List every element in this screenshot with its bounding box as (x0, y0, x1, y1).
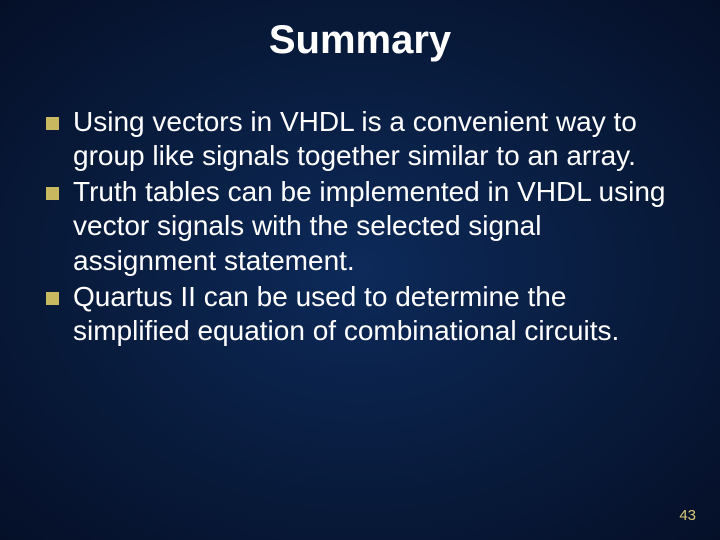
square-bullet-icon (46, 292, 59, 305)
page-number: 43 (679, 507, 696, 524)
bullet-text: Quartus II can be used to determine the … (73, 280, 674, 348)
square-bullet-icon (46, 187, 59, 200)
list-item: Using vectors in VHDL is a convenient wa… (46, 105, 674, 173)
bullet-text: Truth tables can be implemented in VHDL … (73, 175, 674, 277)
list-item: Truth tables can be implemented in VHDL … (46, 175, 674, 277)
list-item: Quartus II can be used to determine the … (46, 280, 674, 348)
slide-content: Using vectors in VHDL is a convenient wa… (40, 105, 680, 348)
slide-title: Summary (40, 18, 680, 63)
bullet-text: Using vectors in VHDL is a convenient wa… (73, 105, 674, 173)
slide-container: Summary Using vectors in VHDL is a conve… (0, 0, 720, 540)
square-bullet-icon (46, 117, 59, 130)
